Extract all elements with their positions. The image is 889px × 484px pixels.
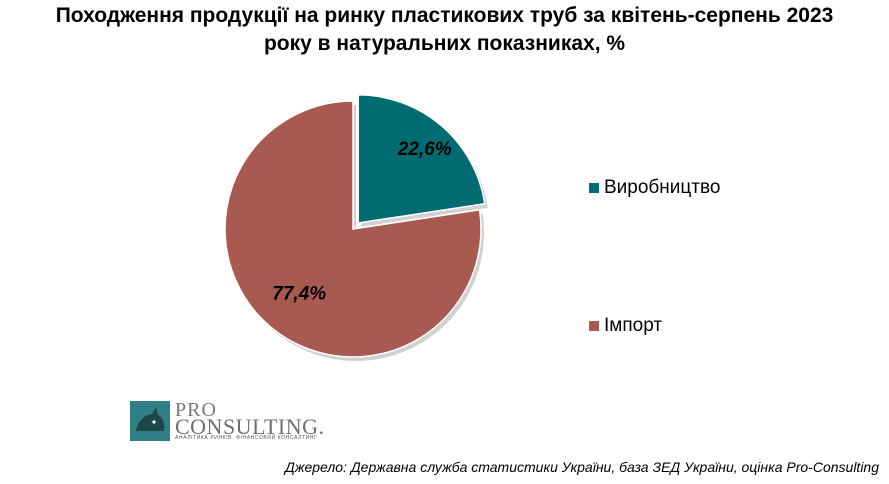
legend-swatch-import [589,321,599,331]
legend-swatch-vyrobnytstvo [589,183,599,193]
rhino-logo-icon [130,401,170,441]
source-note: Джерело: Державна служба статистики Укра… [284,459,879,475]
legend-label-vyrobnytstvo: Виробництво [604,177,721,198]
legend-item-import: Імпорт [589,315,662,337]
data-label-import: 77,4% [272,283,326,304]
chart-title-line-1: Походження продукції на ринку пластикови… [55,4,834,27]
logo-tagline: АНАЛІТИКА РИНКІВ. ФІНАНСОВИЙ КОНСАЛТИНГ [175,435,318,441]
logo-text-pro: PRO [175,399,217,421]
legend-item-vyrobnytstvo: Виробництво [589,177,720,199]
chart-title-line-2: року в натуральних показниках, % [263,32,626,55]
pie-slice-import [224,100,482,358]
legend-label-import: Імпорт [604,315,663,336]
logo-text-consulting: CONSULTING. [175,414,325,439]
data-label-vyrobnytstvo: 22,6% [397,139,452,160]
pro-consulting-logo: PRO CONSULTING. АНАЛІТИКА РИНКІВ. ФІНАНС… [130,399,324,445]
pie-slice-vyrobnytstvo [357,94,486,224]
chart-title: Походження продукції на ринку пластикови… [0,2,889,58]
